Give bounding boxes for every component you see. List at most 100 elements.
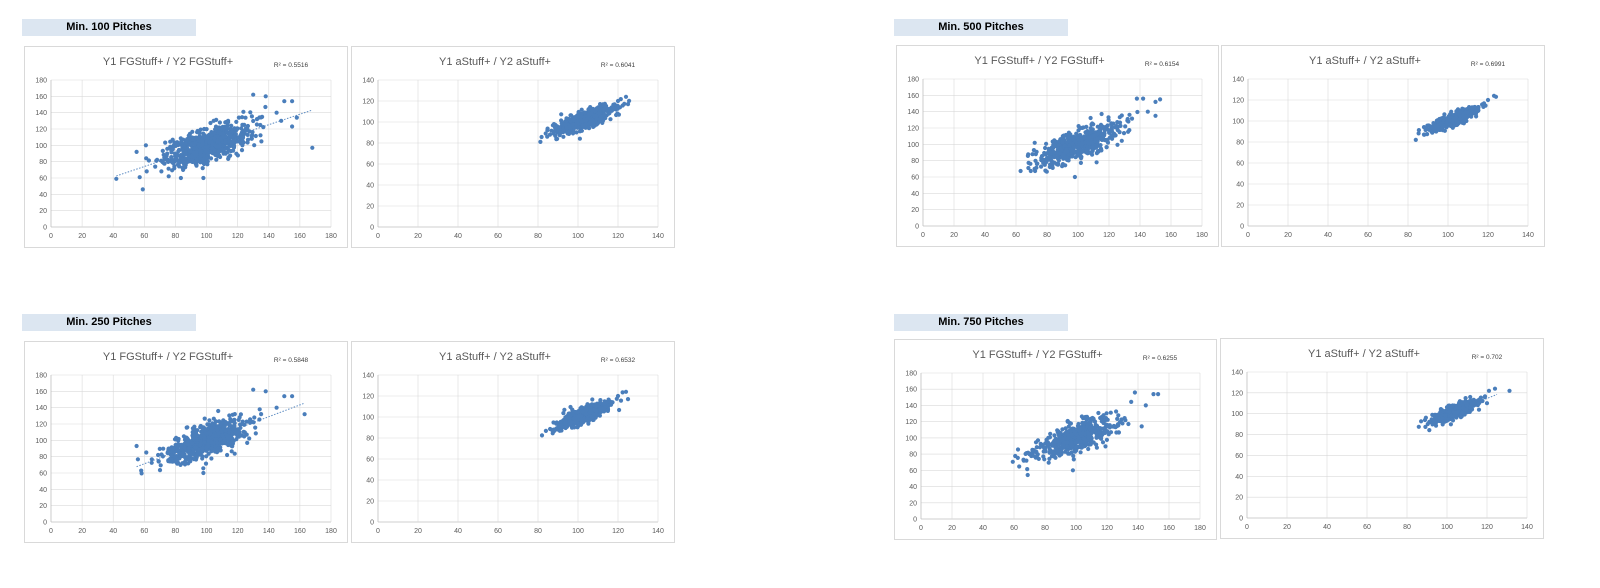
data-point <box>213 433 219 438</box>
data-point <box>197 134 202 139</box>
scatter-points <box>1010 390 1161 478</box>
data-point <box>1107 130 1112 135</box>
data-point <box>201 466 206 471</box>
y-tick-label: 60 <box>909 468 917 475</box>
data-point <box>294 115 299 120</box>
data-point <box>222 423 227 428</box>
data-point <box>192 424 197 429</box>
data-point <box>231 138 236 143</box>
y-tick-label: 40 <box>1235 474 1243 481</box>
data-point <box>1115 416 1120 421</box>
data-point <box>161 152 166 157</box>
data-point <box>188 143 194 148</box>
data-point <box>194 457 199 462</box>
data-point <box>217 144 222 149</box>
data-point <box>174 156 179 161</box>
data-point <box>1422 417 1428 423</box>
data-point <box>196 450 201 455</box>
data-point <box>140 187 145 192</box>
data-point <box>625 397 631 402</box>
data-point <box>225 433 230 438</box>
data-point <box>245 140 250 145</box>
x-tick-label: 0 <box>376 233 380 240</box>
x-tick-label: 100 <box>572 233 584 240</box>
data-point <box>139 468 144 473</box>
data-point <box>1427 127 1432 132</box>
data-point <box>221 151 226 156</box>
data-point <box>218 437 223 442</box>
data-point <box>1075 145 1080 150</box>
data-point <box>1018 168 1023 174</box>
data-point <box>172 164 177 169</box>
data-point <box>202 439 207 444</box>
data-point <box>615 393 621 399</box>
data-point <box>1069 440 1074 445</box>
data-point <box>570 131 576 136</box>
data-point <box>565 131 570 136</box>
data-point <box>623 94 629 99</box>
data-point <box>206 451 211 456</box>
data-point <box>1443 419 1448 424</box>
data-point <box>1067 139 1072 144</box>
data-point <box>559 423 564 428</box>
data-point <box>1028 168 1033 174</box>
data-point <box>220 440 225 445</box>
data-point <box>1117 420 1123 425</box>
data-point <box>1099 419 1104 424</box>
data-point <box>181 167 186 172</box>
data-point <box>189 137 195 142</box>
data-point <box>557 428 562 433</box>
data-point <box>214 152 219 158</box>
data-point <box>1024 458 1029 463</box>
data-point <box>1117 130 1122 135</box>
data-point <box>238 412 243 417</box>
data-point <box>258 133 263 138</box>
data-point <box>1467 105 1472 110</box>
data-point <box>1469 407 1475 412</box>
data-point <box>557 126 562 131</box>
data-point <box>539 433 545 438</box>
x-tick-label: 20 <box>414 233 422 240</box>
data-point <box>134 149 139 154</box>
data-point <box>1098 143 1103 148</box>
data-point <box>1034 445 1039 450</box>
data-point <box>1080 421 1085 426</box>
data-point <box>202 133 207 138</box>
data-point <box>1158 97 1163 102</box>
x-tick-label: 80 <box>1043 232 1051 239</box>
data-point <box>1030 152 1035 157</box>
chart-svg: Y1 FGStuff+ / Y2 FGStuff+ R² = 0.55160204… <box>35 56 337 240</box>
data-point <box>1083 414 1088 420</box>
data-point <box>1440 422 1445 427</box>
data-point <box>187 131 192 136</box>
data-point <box>176 456 181 461</box>
data-point <box>1119 113 1124 118</box>
chart-svg: Y1 aStuff+ / Y2 aStuff+ R² = 0.6532020406… <box>362 351 664 535</box>
y-tick-label: 0 <box>370 225 374 232</box>
data-point <box>1109 127 1114 132</box>
data-point <box>574 130 579 135</box>
data-point <box>615 111 620 116</box>
data-point <box>576 413 582 419</box>
data-point <box>564 125 569 130</box>
data-point <box>1043 145 1048 151</box>
data-point <box>1058 431 1063 436</box>
data-point <box>1025 472 1030 478</box>
data-point <box>578 117 583 122</box>
data-point <box>236 139 241 144</box>
data-point <box>1076 128 1081 133</box>
data-point <box>1045 155 1050 160</box>
data-point <box>1053 440 1058 445</box>
data-point <box>1143 403 1148 408</box>
data-point <box>229 434 234 439</box>
y-tick-label: 100 <box>905 435 917 442</box>
y-tick-label: 160 <box>35 389 47 396</box>
r-squared-label: R² = 0.6041 <box>601 62 636 69</box>
data-point <box>1088 442 1093 447</box>
data-point <box>302 412 307 417</box>
y-tick-label: 160 <box>35 94 47 101</box>
data-point <box>178 175 183 181</box>
x-tick-label: 40 <box>109 528 117 535</box>
x-tick-label: 40 <box>454 233 462 240</box>
data-point <box>1069 136 1074 141</box>
